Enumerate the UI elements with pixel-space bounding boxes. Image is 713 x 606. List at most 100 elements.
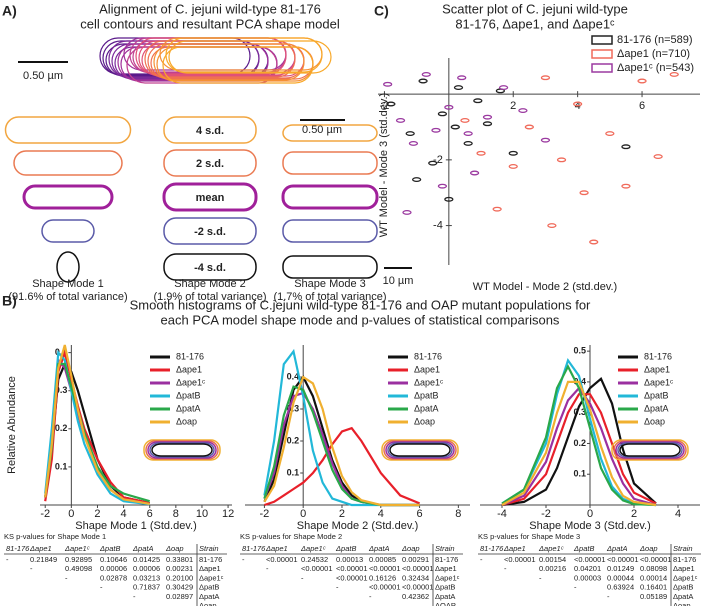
- contour: [159, 37, 323, 71]
- point: [395, 117, 406, 123]
- point: [460, 117, 470, 123]
- table-header: Δape1: [265, 544, 288, 553]
- inset-contour: [617, 442, 683, 458]
- table-cell: -: [301, 573, 304, 582]
- table-cell: -: [100, 583, 103, 592]
- x-tick-label: -4: [497, 508, 507, 520]
- y-tick-label: 0.1: [573, 469, 586, 479]
- sd-label: 4 s.d.: [196, 125, 224, 137]
- table-cell: <0.00001: [402, 564, 434, 573]
- table-header: Strain: [199, 544, 219, 553]
- aligned-contours: [99, 37, 332, 84]
- table-cell: 0.02878: [100, 573, 127, 582]
- table-header: ΔpatB: [99, 544, 120, 553]
- point: [431, 127, 441, 133]
- density-curve: [44, 344, 150, 505]
- y-tick-label: 0.4: [287, 371, 300, 381]
- x-tick-label: -2: [260, 508, 270, 520]
- table-cell: -: [266, 564, 269, 573]
- point: [621, 144, 631, 150]
- table-header: Δoap: [639, 544, 658, 553]
- point: [469, 170, 480, 176]
- legend-label: Δoap: [176, 416, 197, 426]
- legend-label: ΔpatA: [414, 403, 439, 413]
- density-curve: [263, 375, 420, 507]
- table-header: Δoap: [401, 544, 420, 553]
- x-tick-label: 0: [300, 508, 306, 520]
- mode-name: Shape Mode 3: [294, 278, 366, 290]
- shape-contour: [282, 219, 378, 243]
- contour: [165, 37, 323, 73]
- chart-title: Scatter plot of C. jejuni wild-type: [442, 1, 628, 16]
- legend-label: Δape1ᶜ: [414, 377, 443, 387]
- y-tick-label: 0.2: [287, 435, 300, 445]
- x-axis-label: Shape Mode 3 (Std.dev.): [529, 520, 650, 532]
- table-cell: Δoap: [199, 601, 217, 606]
- shape-contour: [22, 184, 114, 210]
- shape-contour: [281, 184, 379, 210]
- table-cell: ΔpatB: [199, 583, 219, 592]
- point: [453, 85, 464, 91]
- table-cell: Δape1ᶜ: [673, 573, 698, 582]
- inset-contour: [613, 440, 687, 460]
- table-header: Δape1ᶜ: [64, 544, 90, 553]
- chart-title: 81-176, Δape1, and Δape1ᶜ: [455, 16, 615, 31]
- y-axis-label: Relative Abundance: [6, 376, 18, 474]
- point: [473, 98, 483, 104]
- table-cell: 0.04201: [574, 564, 601, 573]
- y-tick-label: 0.3: [55, 385, 68, 395]
- shape-contour: [282, 151, 378, 175]
- table-cell: 0.16401: [640, 583, 667, 592]
- table-cell: 0.00154: [539, 555, 566, 564]
- legend-label: Δoap: [644, 416, 665, 426]
- point: [476, 150, 486, 156]
- shape-contour: [282, 255, 378, 279]
- table-cell: 0.30429: [166, 583, 193, 592]
- table-cell: ΔpatA: [673, 592, 693, 601]
- table-header: Δape1: [29, 544, 52, 553]
- table-header: 81-176: [6, 544, 30, 553]
- legend-label: ΔpatA: [176, 403, 201, 413]
- inset-contour: [611, 439, 689, 461]
- point: [482, 114, 493, 120]
- table-cell: Δape1: [199, 564, 221, 573]
- panel-label: C): [374, 3, 389, 19]
- table-cell: 0.21849: [30, 555, 57, 564]
- table-cell: 0.33801: [166, 555, 193, 564]
- sd-label: mean: [196, 192, 225, 204]
- mode-variance: (1.9% of total variance): [153, 291, 266, 303]
- table-cell: 0.16126: [369, 573, 396, 582]
- point: [463, 131, 473, 137]
- table-cell: <0.00001: [640, 555, 672, 564]
- point: [589, 239, 599, 245]
- shape-contour: [163, 253, 257, 281]
- table-cell: <0.00001: [574, 555, 606, 564]
- table-cell: 0.24532: [301, 555, 328, 564]
- table-cell: <0.00001: [369, 583, 401, 592]
- x-tick-label: -2: [541, 508, 551, 520]
- point: [482, 121, 493, 127]
- mode-variance: (1.7% of total variance): [273, 291, 386, 303]
- legend-label: 81-176 (n=589): [617, 34, 693, 46]
- y-tick-label: 0.4: [55, 347, 68, 357]
- y-tick-label: 0.5: [573, 346, 586, 356]
- contour: [153, 43, 305, 81]
- point: [556, 157, 567, 163]
- x-tick-label: 4: [378, 508, 384, 520]
- table-cell: 0.00044: [607, 573, 634, 582]
- table-header: Δoap: [165, 544, 184, 553]
- panel-label: A): [2, 3, 17, 19]
- x-tick-label: 2: [510, 100, 516, 112]
- x-tick-label: 2: [94, 508, 100, 520]
- x-axis-label: Shape Mode 2 (Std.dev.): [297, 520, 418, 532]
- table-cell: -: [30, 564, 33, 573]
- point: [492, 206, 502, 212]
- scale-bar-label: 10 µm: [383, 275, 414, 287]
- sd-label: -4 s.d.: [194, 262, 226, 274]
- shape-contour: [13, 150, 123, 176]
- contour: [162, 46, 314, 84]
- mode-name: Shape Mode 2: [174, 278, 246, 290]
- point: [637, 78, 647, 84]
- point: [402, 209, 412, 215]
- x-tick-label: 2: [631, 508, 637, 520]
